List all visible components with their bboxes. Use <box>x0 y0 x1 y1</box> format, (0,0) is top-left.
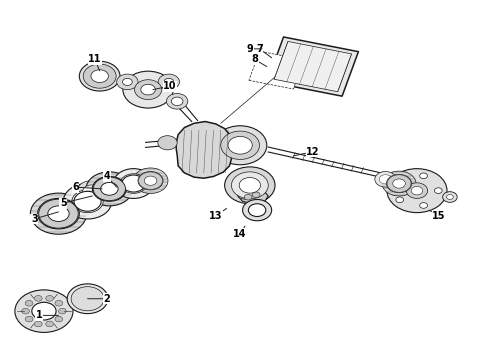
Circle shape <box>39 199 78 228</box>
Text: 10: 10 <box>153 81 177 91</box>
Polygon shape <box>176 122 233 178</box>
Circle shape <box>375 171 396 187</box>
Text: 14: 14 <box>233 226 247 239</box>
Circle shape <box>75 290 99 307</box>
Circle shape <box>164 78 173 85</box>
Circle shape <box>46 321 53 327</box>
Text: 8: 8 <box>251 54 267 67</box>
Circle shape <box>442 192 457 202</box>
Circle shape <box>72 190 103 213</box>
Circle shape <box>237 188 253 199</box>
Text: 2: 2 <box>88 294 110 304</box>
Circle shape <box>93 177 125 201</box>
Text: 6: 6 <box>72 182 102 192</box>
Circle shape <box>158 136 177 150</box>
Circle shape <box>139 172 163 189</box>
Circle shape <box>55 300 63 306</box>
Circle shape <box>252 192 260 198</box>
Circle shape <box>71 287 104 311</box>
Circle shape <box>135 80 162 100</box>
Circle shape <box>224 167 275 204</box>
Polygon shape <box>267 37 358 96</box>
Circle shape <box>113 168 154 198</box>
Circle shape <box>120 174 147 193</box>
Circle shape <box>248 204 266 216</box>
Circle shape <box>231 172 268 199</box>
Circle shape <box>63 184 112 219</box>
Circle shape <box>122 78 132 85</box>
Circle shape <box>87 67 113 86</box>
Circle shape <box>133 168 168 193</box>
Circle shape <box>86 172 133 206</box>
Circle shape <box>382 171 416 196</box>
Circle shape <box>387 174 412 193</box>
Circle shape <box>141 84 155 95</box>
Circle shape <box>420 203 427 208</box>
Circle shape <box>46 296 53 301</box>
Circle shape <box>435 188 442 193</box>
Circle shape <box>122 175 145 192</box>
Circle shape <box>83 185 100 198</box>
Circle shape <box>221 131 260 159</box>
Circle shape <box>387 175 411 192</box>
Circle shape <box>25 316 33 322</box>
Circle shape <box>144 176 157 185</box>
Text: 12: 12 <box>294 147 319 157</box>
Polygon shape <box>249 51 304 89</box>
Text: 15: 15 <box>429 210 445 221</box>
Circle shape <box>38 198 79 229</box>
Circle shape <box>79 61 120 91</box>
Circle shape <box>228 136 252 154</box>
Circle shape <box>214 126 267 165</box>
Circle shape <box>387 168 447 213</box>
Text: 11: 11 <box>88 54 101 71</box>
Text: 7: 7 <box>256 44 271 58</box>
Circle shape <box>420 173 427 179</box>
Circle shape <box>167 94 188 109</box>
Circle shape <box>83 64 116 88</box>
Polygon shape <box>238 189 268 204</box>
Circle shape <box>396 179 404 184</box>
Circle shape <box>34 296 42 301</box>
Circle shape <box>15 290 73 332</box>
Circle shape <box>58 308 66 314</box>
Circle shape <box>55 316 63 322</box>
Polygon shape <box>274 41 351 92</box>
Circle shape <box>138 171 163 190</box>
Circle shape <box>25 300 33 306</box>
Circle shape <box>243 199 271 221</box>
Circle shape <box>172 97 183 105</box>
Circle shape <box>379 175 392 184</box>
Text: 3: 3 <box>31 212 58 224</box>
Circle shape <box>77 181 106 202</box>
Text: 5: 5 <box>60 196 93 208</box>
Circle shape <box>411 186 423 195</box>
Circle shape <box>446 194 453 199</box>
Text: 13: 13 <box>209 208 226 221</box>
Circle shape <box>245 194 252 200</box>
Circle shape <box>239 177 261 193</box>
Text: 1: 1 <box>36 310 58 320</box>
Circle shape <box>93 176 126 201</box>
Circle shape <box>393 179 405 188</box>
Circle shape <box>396 197 404 203</box>
Circle shape <box>406 183 428 198</box>
Circle shape <box>100 183 118 195</box>
Circle shape <box>48 206 69 221</box>
Circle shape <box>34 321 42 327</box>
Circle shape <box>67 284 108 314</box>
Circle shape <box>117 74 138 90</box>
Circle shape <box>74 192 101 211</box>
Circle shape <box>30 193 87 234</box>
Circle shape <box>91 70 108 82</box>
Circle shape <box>158 74 179 90</box>
Circle shape <box>123 71 173 108</box>
Text: 9: 9 <box>246 44 262 54</box>
Text: 4: 4 <box>103 171 117 187</box>
Circle shape <box>32 302 56 320</box>
Circle shape <box>22 308 29 314</box>
